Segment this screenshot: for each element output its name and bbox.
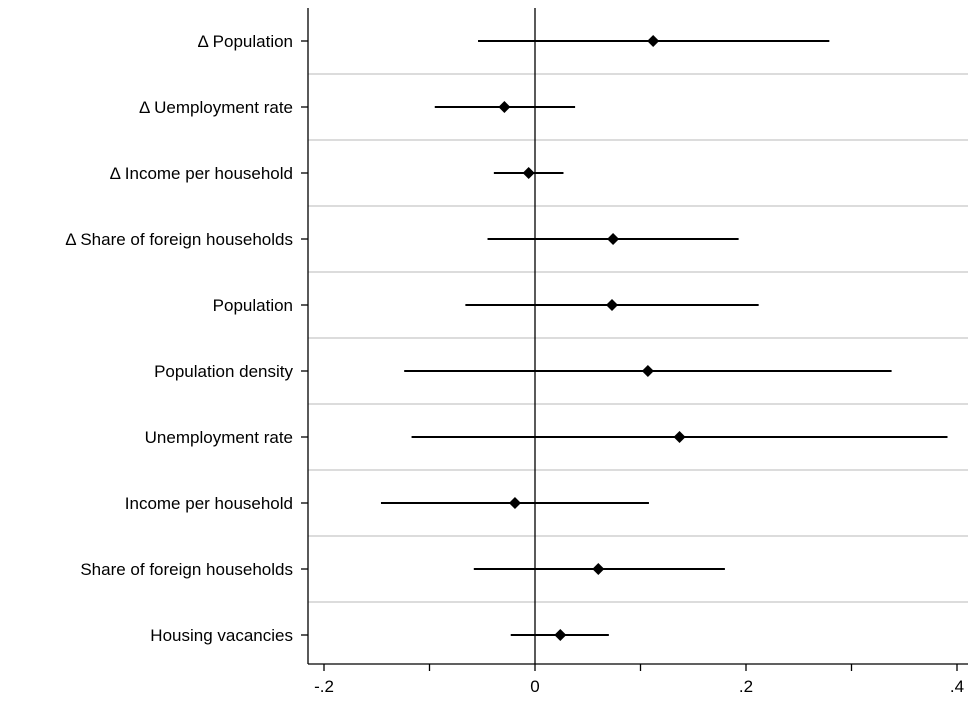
y-tick-label: Δ Income per household [110, 164, 293, 183]
y-tick-label: Δ Share of foreign households [65, 230, 293, 249]
y-tick-label: Housing vacancies [150, 626, 293, 645]
coefficient-marker [641, 365, 654, 377]
coefficient-marker [673, 431, 686, 443]
coefficient-marker [592, 563, 605, 575]
x-tick-label: .4 [950, 677, 964, 696]
y-tick-label: Share of foreign households [80, 560, 293, 579]
x-tick-labels: -.2 0 .2 .4 [314, 664, 964, 696]
x-tick-label: -.2 [314, 677, 334, 696]
coefficient-points [498, 35, 686, 641]
x-tick-label: .2 [739, 677, 753, 696]
y-tick-label: Δ Population [198, 32, 293, 51]
y-tick-label: Δ Uemployment rate [139, 98, 293, 117]
coefficient-marker [508, 497, 521, 509]
y-tick-label: Income per household [125, 494, 293, 513]
y-tick-labels: Δ Population Δ Uemployment rate Δ Income p… [65, 32, 308, 645]
y-tick-label: Population density [154, 362, 293, 381]
coefficient-marker [498, 101, 511, 113]
coefficient-marker [607, 233, 620, 245]
axes [307, 8, 968, 665]
y-tick-label: Population [213, 296, 293, 315]
y-tick-label: Unemployment rate [145, 428, 293, 447]
coefficient-marker [647, 35, 660, 47]
coefficient-marker [554, 629, 567, 641]
gridlines [308, 73, 968, 603]
coefficient-marker [606, 299, 619, 311]
coefficient-marker [522, 167, 535, 179]
x-tick-label: 0 [530, 677, 539, 696]
